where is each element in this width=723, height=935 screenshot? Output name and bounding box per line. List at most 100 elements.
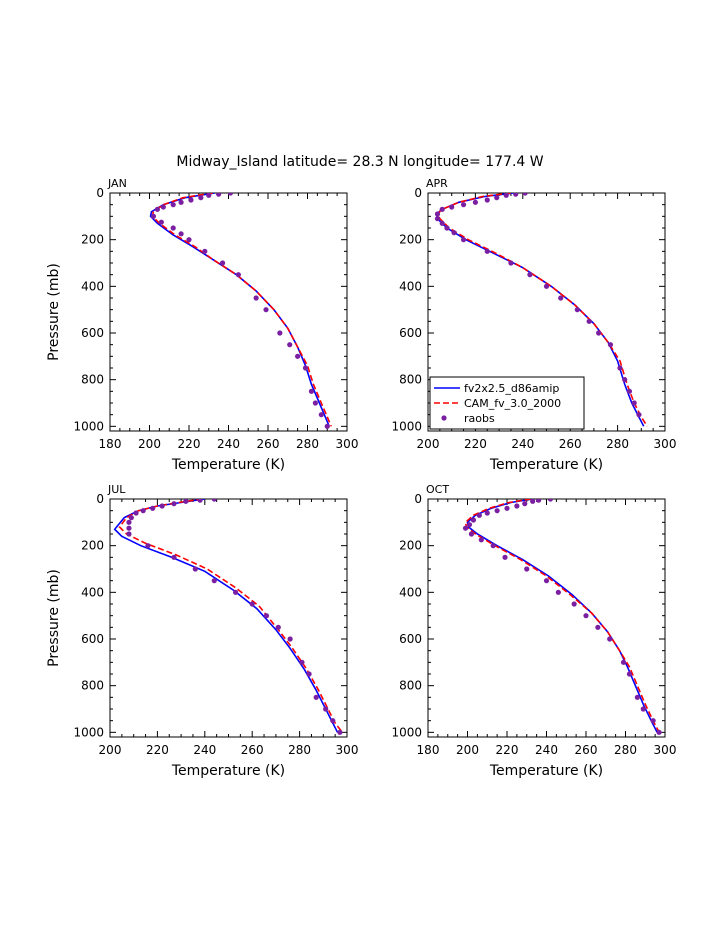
raobs-point <box>188 197 194 203</box>
raobs-point <box>211 499 217 502</box>
raobs-point <box>330 718 336 724</box>
raobs-point <box>154 206 160 212</box>
raobs-point <box>295 353 301 359</box>
raobs-point <box>494 195 500 201</box>
raobs-point <box>484 510 490 516</box>
x-tick-label: 300 <box>336 743 359 757</box>
raobs-point <box>202 248 208 254</box>
raobs-point <box>308 388 315 394</box>
raobs-point <box>514 503 520 509</box>
y-tick-label: 1000 <box>391 419 422 433</box>
plot-area <box>113 499 343 735</box>
y-tick-label: 800 <box>81 373 104 387</box>
raobs-point <box>263 613 270 619</box>
raobs-point <box>617 365 623 371</box>
legend-label: fv2x2.5_d86amip <box>464 382 559 395</box>
plot-area <box>149 193 332 429</box>
series-line-fv2x2-5-d86amip <box>466 499 658 733</box>
raobs-point <box>253 295 259 301</box>
raobs-point <box>178 231 184 237</box>
raobs-point <box>607 636 613 642</box>
raobs-point <box>171 501 177 507</box>
raobs-point <box>558 295 564 301</box>
raobs-point <box>302 365 309 371</box>
raobs-point <box>434 211 441 217</box>
raobs-point <box>472 199 478 205</box>
raobs-point <box>233 589 239 595</box>
raobs-point <box>502 554 508 560</box>
panel-oct: 180 200 220 240 260 280 300 0 200 400 600 800 1000 OC… <box>391 483 676 779</box>
x-tick-label: 180 <box>99 437 122 451</box>
plot-frame <box>109 192 348 432</box>
y-tick-label: 1000 <box>73 419 104 433</box>
y-tick-label: 1000 <box>391 725 422 739</box>
raobs-point <box>513 193 519 197</box>
raobs-point <box>170 202 176 208</box>
raobs-point <box>555 589 561 595</box>
raobs-point <box>128 515 134 521</box>
raobs-point <box>607 342 614 348</box>
legend-marker <box>441 415 447 421</box>
raobs-point <box>133 510 139 516</box>
x-tick-label: 200 <box>456 743 479 757</box>
y-tick-label: 0 <box>96 186 104 200</box>
plot-frame <box>109 498 348 738</box>
raobs-point <box>287 342 293 348</box>
raobs-point <box>323 706 329 712</box>
raobs-point <box>263 307 269 313</box>
plot-area <box>462 499 662 735</box>
raobs-point <box>178 199 184 205</box>
legend-label: raobs <box>464 412 495 425</box>
raobs-point <box>595 624 601 630</box>
raobs-point <box>306 671 312 677</box>
raobs-point <box>650 718 656 724</box>
raobs-point <box>530 499 536 504</box>
raobs-point <box>634 694 640 700</box>
raobs-point <box>439 206 445 212</box>
raobs-point <box>478 537 484 543</box>
raobs-point <box>596 330 602 336</box>
raobs-point <box>299 659 305 665</box>
raobs-point <box>312 400 318 406</box>
x-tick-label: 220 <box>146 743 169 757</box>
raobs-point <box>470 517 477 523</box>
raobs-point <box>626 671 633 677</box>
y-tick-label: 0 <box>96 492 104 506</box>
x-tick-label: 300 <box>654 743 677 757</box>
x-tick-label: 260 <box>257 437 280 451</box>
y-tick-label: 200 <box>81 233 104 247</box>
panel-title: JUL <box>107 483 126 496</box>
raobs-point <box>170 225 176 231</box>
y-tick-label: 400 <box>81 279 104 293</box>
raobs-point <box>460 202 467 208</box>
y-tick-label: 600 <box>399 632 422 646</box>
raobs-point <box>150 213 157 219</box>
y-axis-label: Pressure (mb) <box>46 263 62 361</box>
raobs-point <box>656 729 662 735</box>
raobs-point <box>337 729 343 735</box>
y-tick-label: 600 <box>399 326 422 340</box>
raobs-point <box>504 505 510 511</box>
series-line-cam-fv-3-0-2000 <box>118 499 343 733</box>
raobs-point <box>211 578 217 584</box>
raobs-point <box>150 505 156 511</box>
y-tick-label: 800 <box>81 679 104 693</box>
raobs-point <box>631 400 637 406</box>
x-tick-label: 220 <box>496 743 519 757</box>
raobs-point <box>536 499 542 503</box>
panel-title: JAN <box>107 177 127 190</box>
raobs-point <box>206 193 212 198</box>
raobs-point <box>543 283 550 289</box>
panel-title: APR <box>426 177 448 190</box>
y-tick-label: 800 <box>399 373 422 387</box>
raobs-point <box>640 706 646 712</box>
raobs-point <box>586 318 592 324</box>
raobs-point <box>547 499 554 502</box>
raobs-point <box>313 694 319 700</box>
raobs-point <box>636 412 642 418</box>
raobs-point <box>324 423 330 429</box>
panel-jan: 180 200 220 240 260 280 300 0 200 400 600 800 1000 JA… <box>46 177 358 473</box>
raobs-point <box>434 216 441 222</box>
raobs-point <box>524 566 530 572</box>
